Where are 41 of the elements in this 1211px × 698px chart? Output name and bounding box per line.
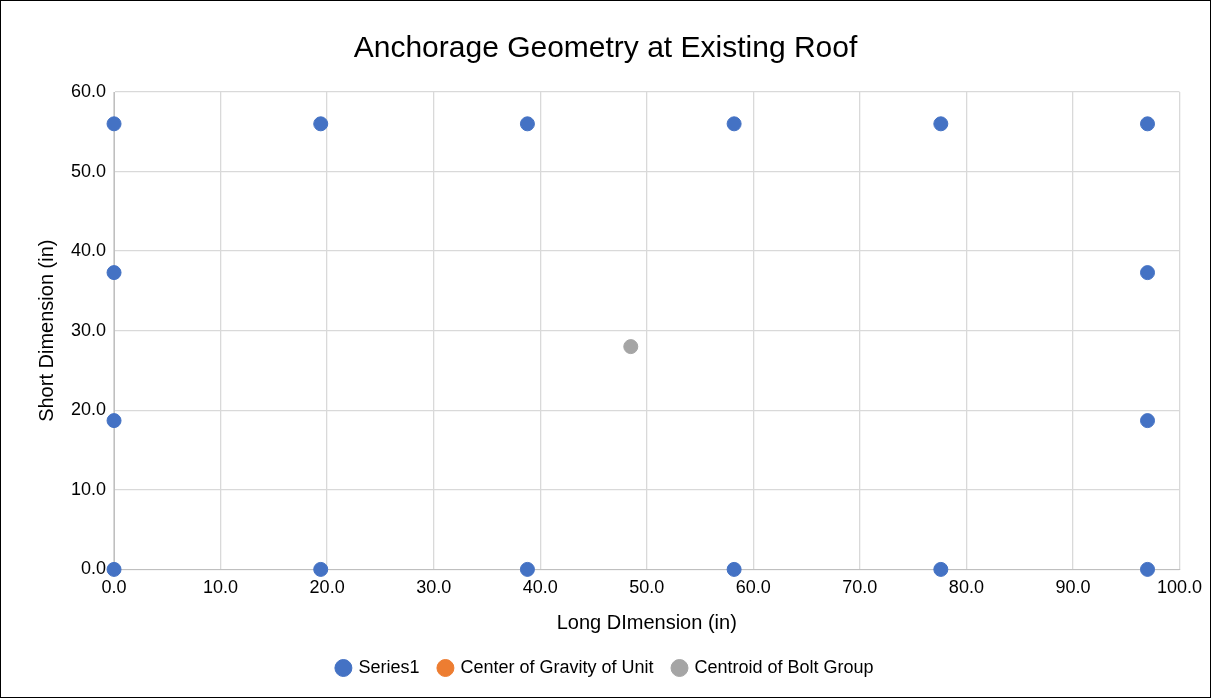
- point: [1140, 413, 1156, 429]
- point: [313, 116, 329, 132]
- point: [1140, 561, 1156, 577]
- point: [1140, 265, 1156, 281]
- point: [106, 116, 122, 132]
- x-tick-label: 70.0: [842, 577, 878, 598]
- point: [1140, 116, 1156, 132]
- y-tick-label: 0.0: [81, 558, 107, 579]
- point: [623, 339, 639, 355]
- legend-label: Series1: [358, 656, 420, 677]
- legend-label: Centroid of Bolt Group: [694, 656, 874, 677]
- point: [313, 561, 329, 577]
- x-tick-label: 100.0: [1156, 577, 1202, 598]
- x-tick-label: 80.0: [948, 577, 984, 598]
- y-tick-label: 50.0: [70, 160, 107, 181]
- x-tick-label: 90.0: [1055, 577, 1091, 598]
- y-tick-label: 20.0: [70, 399, 107, 420]
- point: [519, 561, 535, 577]
- point: [519, 116, 535, 132]
- point: [726, 561, 742, 577]
- x-axis-title: Long DImension (in): [556, 610, 737, 633]
- legend-label: Center of Gravity of Unit: [460, 656, 654, 677]
- chart-title: Anchorage Geometry at Existing Roof: [353, 30, 858, 64]
- point: [106, 265, 122, 281]
- y-axis-title: Short Dimension (in): [34, 239, 57, 422]
- x-tick-label: 20.0: [309, 577, 345, 598]
- x-tick-label: 30.0: [416, 577, 452, 598]
- x-tick-label: 50.0: [629, 577, 665, 598]
- x-tick-label: 0.0: [101, 577, 127, 598]
- point: [106, 413, 122, 429]
- point: [933, 116, 949, 132]
- point: [933, 561, 949, 577]
- x-tick-label: 60.0: [735, 577, 771, 598]
- x-tick-label: 40.0: [522, 577, 558, 598]
- point: [106, 561, 122, 577]
- y-tick-label: 40.0: [70, 240, 107, 261]
- point: [726, 116, 742, 132]
- y-tick-label: 10.0: [70, 478, 107, 499]
- y-tick-label: 30.0: [70, 319, 107, 340]
- y-tick-label: 60.0: [70, 80, 107, 101]
- x-tick-label: 10.0: [203, 577, 239, 598]
